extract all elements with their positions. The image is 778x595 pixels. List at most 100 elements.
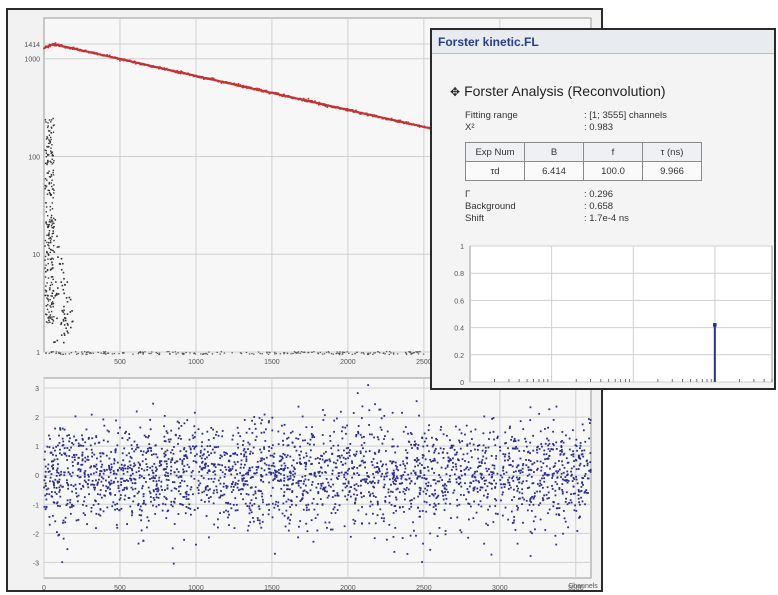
residual-point xyxy=(509,425,511,428)
residual-point xyxy=(466,452,469,455)
residual-point xyxy=(273,506,276,509)
residual-point xyxy=(225,468,228,471)
baseline-point xyxy=(388,353,390,356)
residual-point xyxy=(193,509,196,511)
residual-point xyxy=(288,471,291,474)
residual-point xyxy=(522,428,525,430)
residual-point xyxy=(196,486,199,489)
residual-point xyxy=(60,453,63,456)
irf-point xyxy=(63,305,65,308)
baseline-point xyxy=(175,353,177,355)
residual-point xyxy=(136,444,139,446)
residual-point xyxy=(192,460,195,462)
irf-point xyxy=(48,139,50,141)
residual-point xyxy=(551,473,554,475)
residual-point xyxy=(44,482,47,485)
residual-point xyxy=(431,436,433,439)
baseline-point xyxy=(319,351,322,354)
residual-point xyxy=(514,447,516,450)
residual-point xyxy=(327,481,330,484)
fit-results-window[interactable]: Forster kinetic.FL ✥ Forster Analysis (Re… xyxy=(430,28,776,390)
baseline-point xyxy=(321,353,324,355)
residual-point xyxy=(321,455,324,457)
gamma-label: Γ xyxy=(465,189,471,200)
baseline-point xyxy=(413,351,415,354)
residual-point xyxy=(371,433,373,436)
irf-point xyxy=(50,136,52,139)
residual-point xyxy=(407,440,410,443)
residual-point xyxy=(413,443,416,446)
residual-point xyxy=(102,477,105,480)
baseline-point xyxy=(259,352,261,355)
residual-point xyxy=(549,467,551,470)
window-titlebar[interactable]: Forster kinetic.FL xyxy=(432,30,774,54)
residual-point xyxy=(163,452,166,455)
residual-point xyxy=(528,486,531,489)
baseline-point xyxy=(373,352,375,354)
residual-point xyxy=(50,473,53,475)
residual-point xyxy=(552,448,554,451)
residual-point xyxy=(232,434,235,437)
residual-point xyxy=(473,472,476,475)
residual-point xyxy=(305,452,308,455)
residual-point xyxy=(271,416,274,419)
residual-point xyxy=(288,522,291,525)
irf-point xyxy=(50,147,52,149)
residual-point xyxy=(575,459,578,462)
residual-point xyxy=(383,475,386,478)
decay-data-point xyxy=(180,70,183,72)
irf-point xyxy=(46,269,49,271)
residual-point xyxy=(475,511,478,514)
residual-point xyxy=(91,479,94,482)
decay-data-point xyxy=(177,72,180,75)
residual-point xyxy=(239,472,241,474)
residual-point xyxy=(68,434,70,436)
irf-point xyxy=(46,282,48,284)
residual-point xyxy=(70,475,73,478)
residual-point xyxy=(512,475,515,478)
irf-point xyxy=(50,132,53,134)
irf-point xyxy=(56,246,59,248)
residual-point xyxy=(579,462,582,465)
residual-point xyxy=(83,500,85,503)
residual-point xyxy=(479,500,482,503)
residual-point xyxy=(181,459,184,462)
residual-point xyxy=(391,411,394,414)
residual-point xyxy=(353,484,356,487)
residual-point xyxy=(87,475,90,478)
residual-point xyxy=(317,491,320,493)
residual-point xyxy=(511,477,513,480)
baseline-point xyxy=(87,351,90,353)
residual-point xyxy=(336,478,339,480)
residual-point xyxy=(558,460,560,462)
residual-point xyxy=(137,446,140,449)
residual-point xyxy=(103,424,106,427)
residual-point xyxy=(120,481,123,484)
residual-point xyxy=(484,446,487,449)
decay-data-point xyxy=(72,46,75,49)
residual-point xyxy=(260,451,263,454)
residual-point xyxy=(415,534,417,537)
residual-point xyxy=(572,485,575,488)
residual-point xyxy=(220,494,222,497)
residual-point xyxy=(243,419,246,421)
residual-point xyxy=(416,459,419,462)
residual-point xyxy=(178,434,181,437)
residual-point xyxy=(376,462,379,464)
residual-point xyxy=(458,476,460,478)
residual-point xyxy=(516,490,519,492)
baseline-point xyxy=(267,353,270,355)
residual-point xyxy=(377,438,380,441)
residual-point xyxy=(267,513,270,516)
residual-point xyxy=(231,482,233,485)
residual-point xyxy=(143,434,146,437)
residual-point xyxy=(524,437,526,440)
irf-point xyxy=(47,244,49,246)
irf-point xyxy=(56,293,58,296)
residual-point xyxy=(260,457,263,460)
residual-point xyxy=(357,509,360,512)
residual-point xyxy=(126,487,128,490)
residual-point xyxy=(309,489,312,492)
irf-point xyxy=(54,341,56,343)
baseline-point xyxy=(295,352,298,354)
